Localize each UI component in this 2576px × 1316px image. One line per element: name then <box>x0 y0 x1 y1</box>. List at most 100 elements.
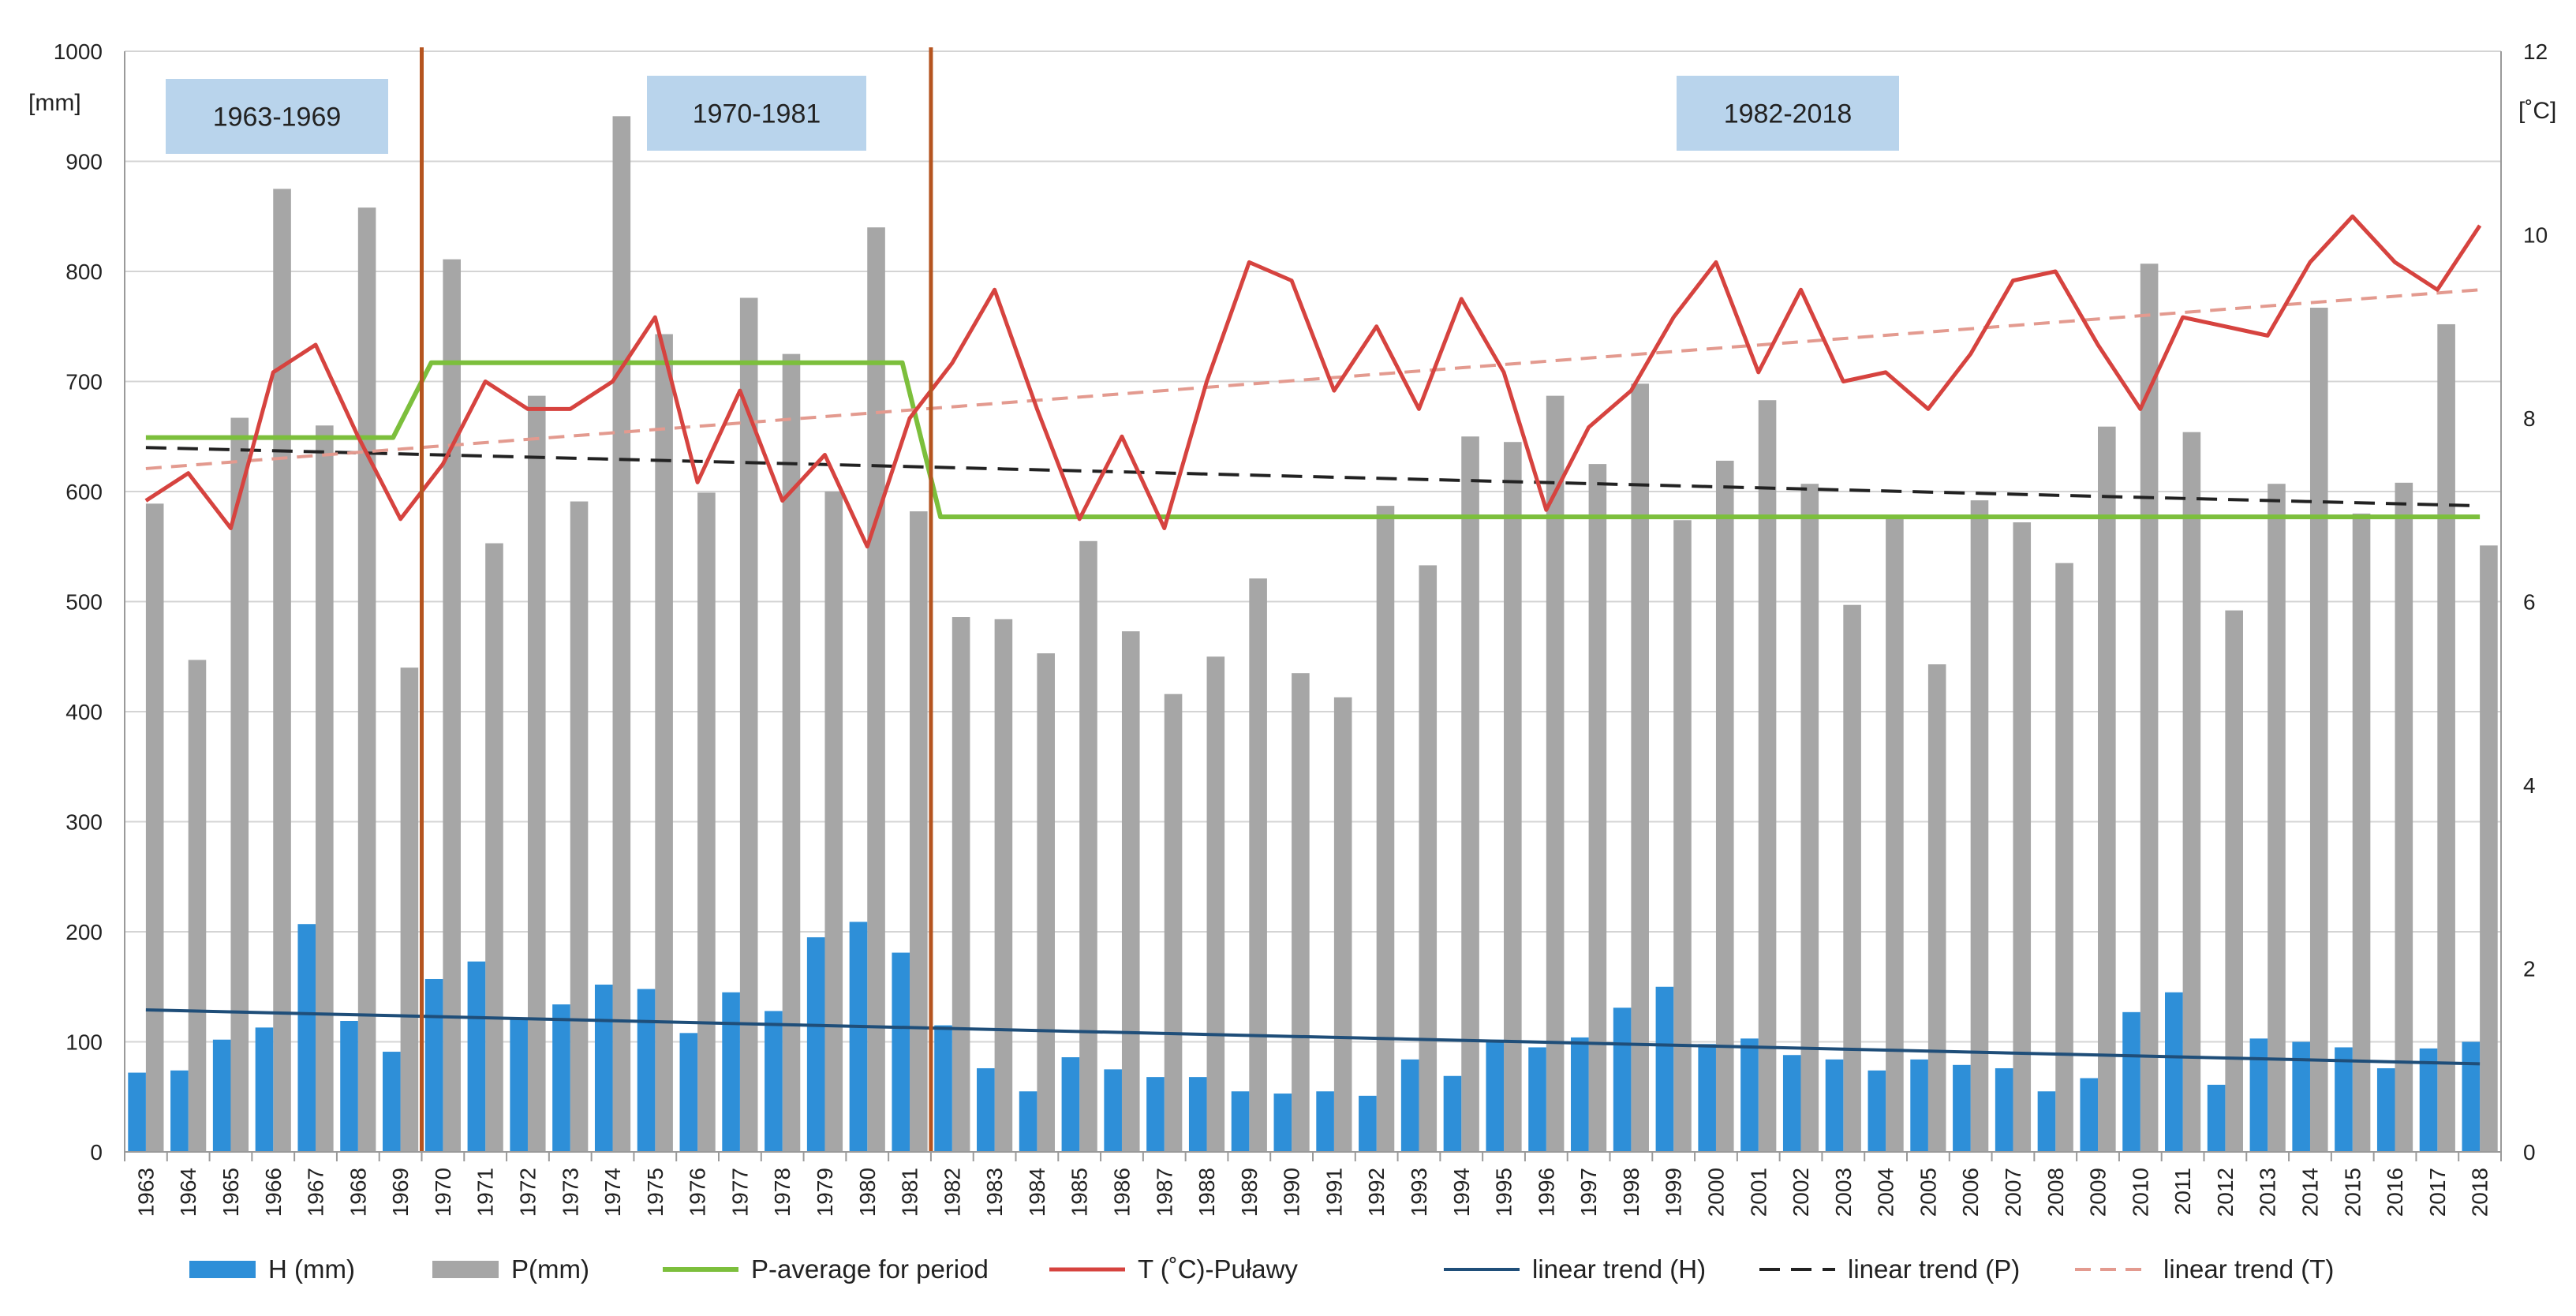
legend-label: linear trend (T) <box>2163 1254 2334 1284</box>
p-bar <box>2225 610 2243 1152</box>
legend-label: P-average for period <box>751 1254 989 1284</box>
gridlines <box>125 50 2501 1043</box>
year-tick-label: 1989 <box>1237 1168 1262 1217</box>
year-tick-label: 2002 <box>1789 1168 1813 1217</box>
trend-p-line <box>145 446 2481 508</box>
h-bar <box>128 1072 146 1152</box>
p-bar <box>1504 442 1522 1152</box>
p-bar <box>1715 460 1734 1152</box>
year-tick-label: 1996 <box>1534 1168 1558 1217</box>
left-tick-label: 0 <box>90 1140 103 1165</box>
h-bar <box>637 989 656 1152</box>
year-tick-label: 1978 <box>770 1168 794 1217</box>
p-bar <box>2098 426 2116 1152</box>
p-bar <box>1927 664 1946 1152</box>
year-tick-label: 1997 <box>1576 1168 1601 1217</box>
legend-label: T (˚C)-Puławy <box>1138 1254 1298 1284</box>
temperature-line <box>144 214 2482 549</box>
p-bar <box>1249 578 1267 1152</box>
h-bar <box>2335 1047 2353 1152</box>
right-tick-label: 0 <box>2523 1140 2536 1165</box>
p-bar <box>1843 604 1861 1152</box>
year-tick-label: 2005 <box>1916 1168 1940 1217</box>
h-bar <box>2122 1011 2140 1152</box>
right-tick-label: 6 <box>2523 590 2536 615</box>
p-bar <box>782 353 801 1152</box>
p-bar <box>2309 308 2328 1152</box>
h-bar <box>892 952 910 1152</box>
h-bar <box>594 984 613 1152</box>
h-bar <box>849 922 868 1152</box>
year-tick-label: 2003 <box>1831 1168 1856 1217</box>
h-bar <box>2376 1067 2395 1152</box>
h-bar <box>1655 986 1674 1152</box>
p-bar <box>2437 323 2455 1153</box>
p-bar <box>655 334 673 1152</box>
year-tick-label: 2001 <box>1746 1168 1770 1217</box>
h-bar <box>1613 1008 1632 1152</box>
year-tick-label: 2017 <box>2425 1168 2450 1217</box>
p-bar <box>1376 506 1395 1152</box>
h-bar <box>1146 1077 1165 1152</box>
year-tick-label: 1976 <box>686 1168 710 1217</box>
p-bar <box>1800 484 1819 1152</box>
h-bar <box>1571 1037 1589 1152</box>
year-tick-label: 1969 <box>388 1168 413 1217</box>
p-bar <box>2182 432 2201 1152</box>
p-bar <box>2013 522 2032 1152</box>
p-bar <box>400 667 419 1152</box>
p-bar <box>485 543 503 1152</box>
legend: H (mm) P(mm) P-average for period T (˚C)-Pu… <box>189 1254 2334 1284</box>
h-bar <box>467 961 486 1152</box>
p-bar <box>697 492 716 1152</box>
p-bar <box>2055 563 2073 1152</box>
year-tick-label: 1963 <box>133 1168 158 1217</box>
p-bar <box>527 395 546 1152</box>
right-tick-label: 4 <box>2523 773 2536 798</box>
left-axis-unit: [mm] <box>28 90 81 116</box>
p-bar <box>316 425 334 1152</box>
h-bar <box>934 1025 952 1152</box>
h-bar <box>1910 1059 1928 1152</box>
p-bar <box>1037 653 1055 1152</box>
year-tick-label: 1973 <box>558 1168 582 1217</box>
year-tick-label: 2012 <box>2213 1168 2238 1217</box>
h-bar <box>2419 1048 2438 1152</box>
year-tick-label: 1977 <box>727 1168 752 1217</box>
h-bar <box>2292 1041 2310 1152</box>
runoff-bars <box>128 922 2481 1152</box>
p-bar <box>2480 545 2498 1152</box>
p-bar <box>2395 482 2413 1152</box>
h-bar <box>1061 1057 1080 1152</box>
period-label: 1970-1981 <box>693 99 821 129</box>
h-bar <box>806 937 825 1152</box>
h-bar <box>722 992 740 1152</box>
p-bar <box>1758 400 1777 1153</box>
year-tick-label: 1991 <box>1322 1168 1346 1217</box>
period-box <box>166 79 388 154</box>
year-tick-label: 2015 <box>2340 1168 2365 1217</box>
h-bar <box>1698 1044 1716 1152</box>
period-box <box>647 76 866 151</box>
p-bar <box>273 189 291 1152</box>
year-tick-label: 1985 <box>1067 1168 1092 1217</box>
p-bar <box>824 492 843 1152</box>
year-tick-label: 1964 <box>176 1168 200 1217</box>
year-tick-label: 2011 <box>2170 1168 2195 1215</box>
h-bar <box>1273 1094 1292 1152</box>
h-bar <box>510 1019 528 1152</box>
h-bar <box>1359 1095 1377 1152</box>
h-bar <box>1104 1069 1122 1152</box>
h-bar <box>255 1027 274 1152</box>
p-bar <box>612 116 631 1153</box>
h-bar <box>1316 1091 1334 1152</box>
period-label: 1982-2018 <box>1724 99 1853 129</box>
year-tick-label: 2007 <box>2001 1168 2025 1217</box>
year-tick-label: 1993 <box>1407 1168 1431 1217</box>
p-bar <box>1079 540 1097 1152</box>
legend-label: H (mm) <box>268 1254 355 1284</box>
h-bar <box>1188 1077 1207 1152</box>
year-tick-label: 1979 <box>813 1168 837 1217</box>
year-tick-label: 1970 <box>431 1168 455 1217</box>
